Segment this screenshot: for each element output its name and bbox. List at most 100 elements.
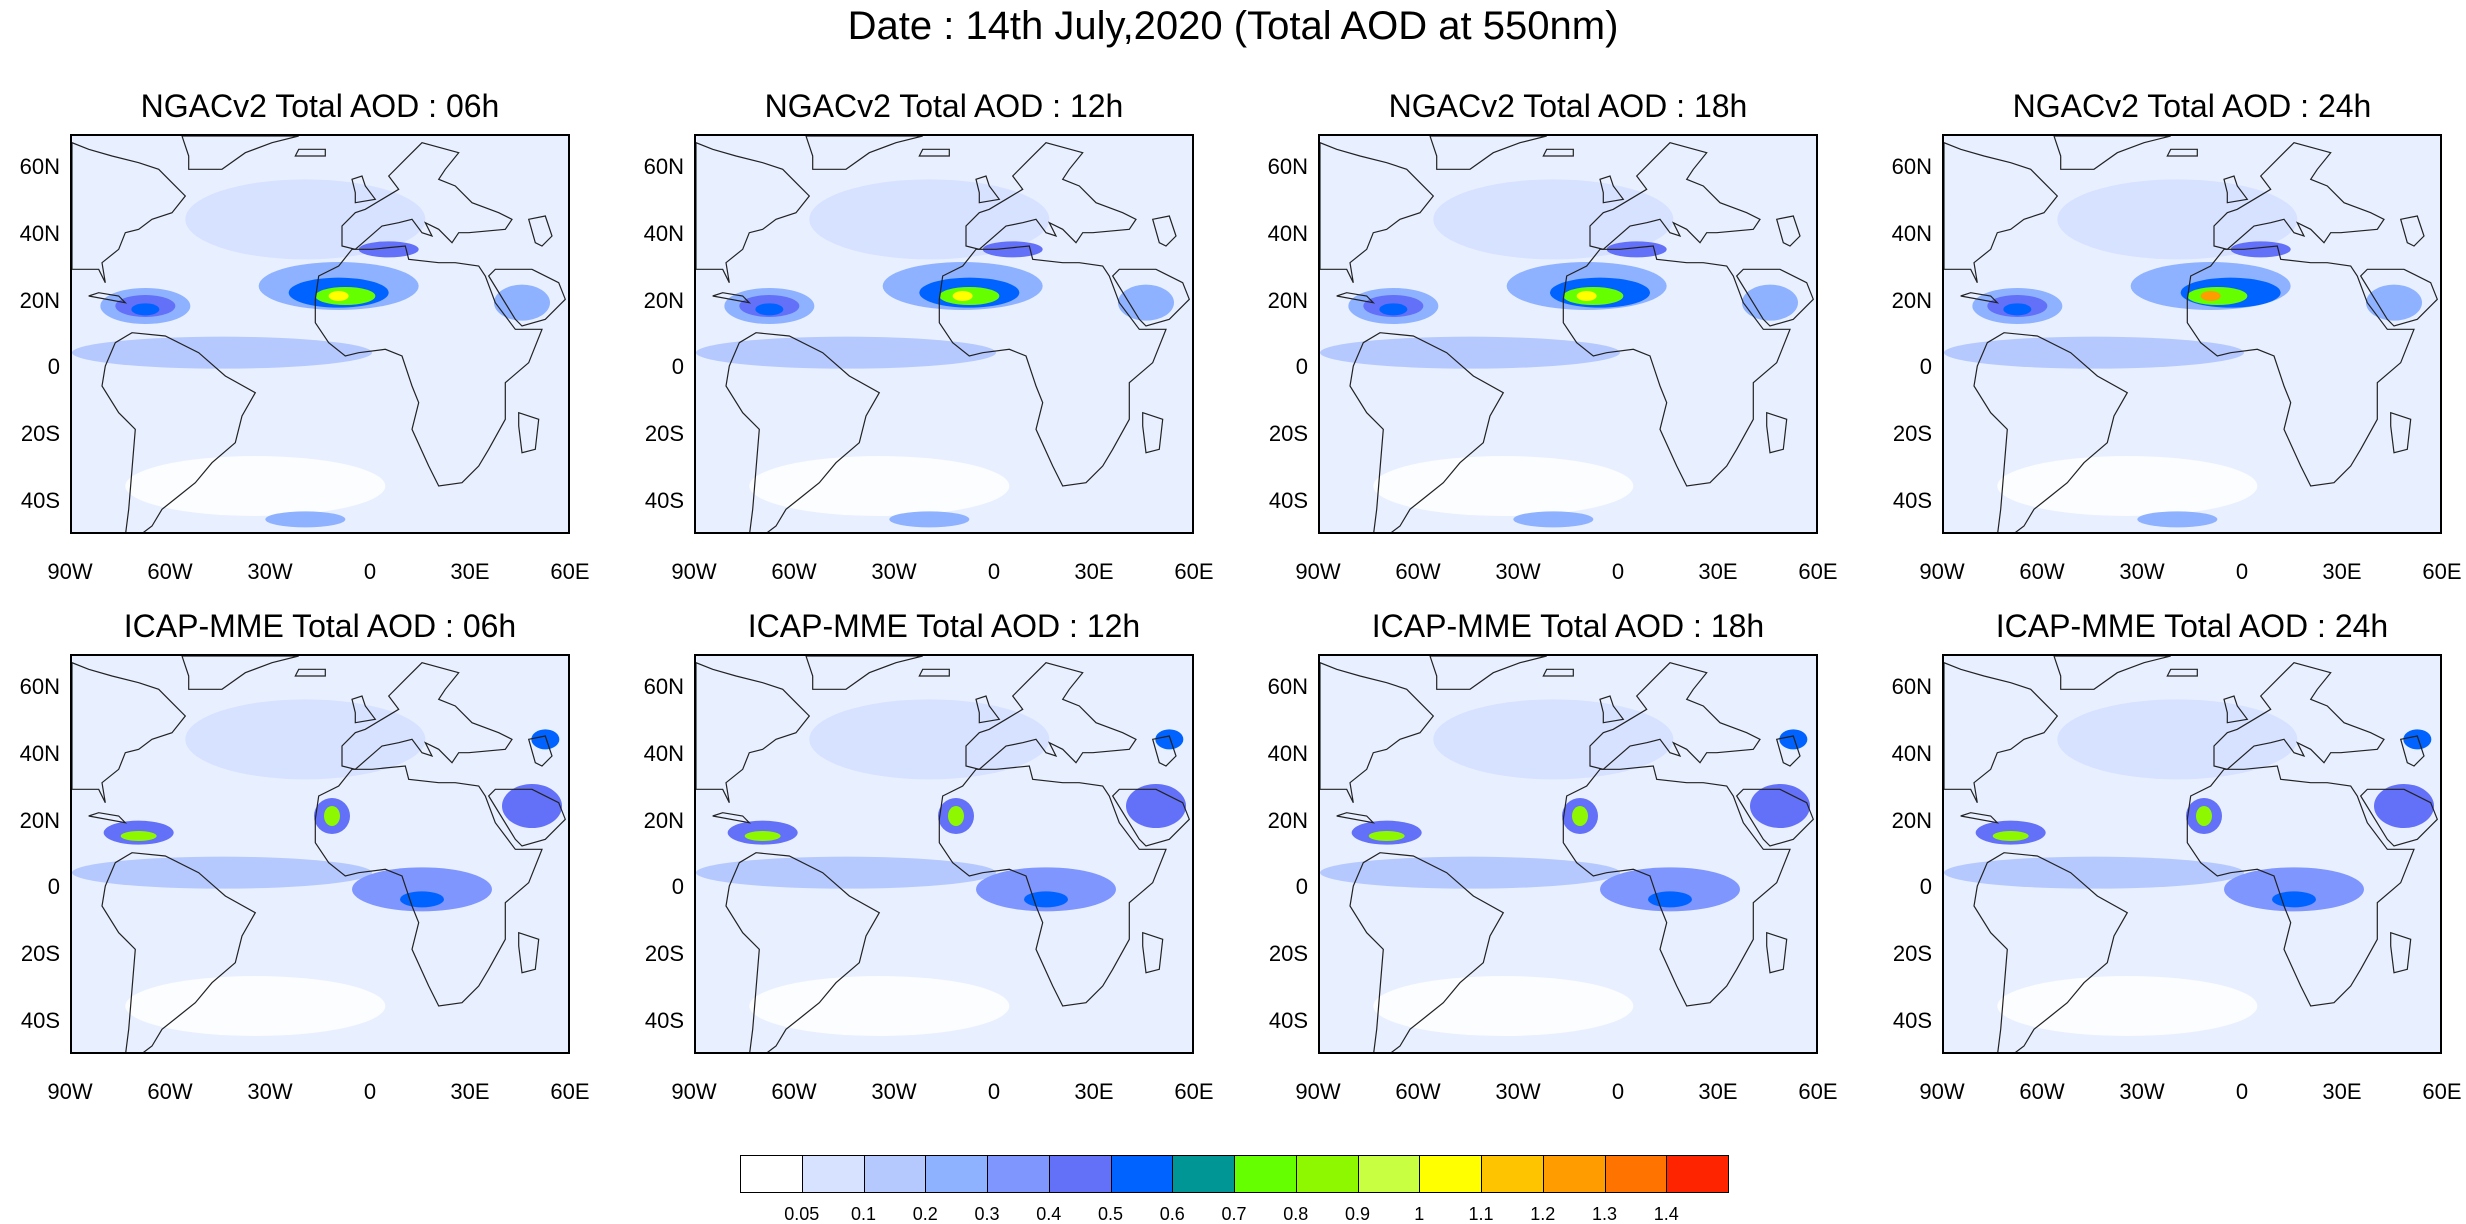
aod-northern-haze	[185, 179, 426, 260]
aod-map	[694, 134, 1194, 534]
coastline-caspian	[1775, 215, 1801, 247]
coastline-cuba	[88, 292, 128, 304]
aod-map	[1318, 134, 1818, 534]
latitude-tick-label: 20S	[1268, 941, 1308, 966]
latitude-tick-label: 60N	[19, 154, 60, 180]
latitude-tick-label: 40N	[19, 221, 60, 246]
latitude-tick-label: 60N	[1891, 674, 1932, 700]
latitude-tick-label: 40N	[1891, 741, 1932, 766]
coastline-uk	[2223, 695, 2249, 724]
coastline-cuba	[712, 292, 752, 304]
longitude-tick-label: 60W	[2019, 559, 2065, 584]
latitude-tick-label: 40S	[20, 487, 60, 513]
longitude-tick-label: 30W	[871, 559, 917, 584]
longitude-tick-label: 60E	[1798, 559, 1838, 584]
latitude-tick-label: 40N	[1267, 221, 1308, 246]
longitude-tick-label: 60E	[2422, 559, 2462, 584]
aod-clean-region-south	[1997, 976, 2258, 1036]
latitude-tick-label: 60N	[643, 154, 684, 180]
coastline-caspian	[1151, 215, 1177, 247]
map-panel: ICAP-MME Total AOD : 18h 60N 40N 20N 0 20S 40S…	[1248, 608, 1848, 1128]
aod-clean-region-south	[1373, 976, 1634, 1036]
colorbar-tick-label: 0.2	[912, 1204, 938, 1224]
longitude-tick-label: 30E	[450, 559, 490, 584]
colorbar-tick-label: 1.2	[1530, 1204, 1556, 1224]
aod-northern-haze	[2057, 179, 2298, 260]
coastline-iceland	[2166, 668, 2198, 677]
colorbar-swatch	[1048, 1155, 1112, 1193]
aod-clean-region-south	[749, 976, 1010, 1036]
colorbar-swatch	[1357, 1155, 1421, 1193]
longitude-tick-label: 30E	[1698, 559, 1738, 584]
coastline-madagascar	[1766, 411, 1788, 454]
latitude-tick-label: 20S	[20, 421, 60, 446]
coastline-europe	[341, 142, 513, 250]
coastline-northamerica	[696, 142, 811, 283]
latitude-tick-label: 0	[1919, 354, 1932, 380]
coastline-arabia	[487, 268, 567, 327]
latitude-tick-label: 0	[47, 874, 60, 900]
coastline-caspian	[2399, 735, 2425, 767]
aod-map-svg	[696, 136, 1192, 532]
aod-southern-ocean-streak	[889, 511, 970, 528]
longitude-tick-label: 0	[2235, 1079, 2249, 1104]
latitude-tick-label: 20N	[1267, 287, 1308, 313]
colorbar-tick-label: 0.6	[1159, 1204, 1185, 1224]
colorbar-swatch	[1172, 1155, 1235, 1193]
coastline-northamerica	[1944, 142, 2059, 283]
longitude-tick-label: 90W	[1919, 1079, 1965, 1104]
coastline-madagascar	[2390, 411, 2412, 454]
longitude-tick-label: 60W	[1395, 559, 1441, 584]
coastline-northamerica	[1944, 662, 2059, 803]
coastline-southamerica	[1973, 852, 2129, 1052]
colorbar-swatch	[1604, 1155, 1668, 1193]
coastline-northamerica	[72, 142, 187, 283]
coastline-greenland	[2053, 136, 2171, 170]
map-panel: NGACv2 Total AOD : 12h 60N 40N 20N 0 20S 40S 90…	[624, 88, 1224, 608]
latitude-tick-label: 40S	[1268, 1007, 1308, 1033]
panel-title: NGACv2 Total AOD : 18h	[1388, 88, 1748, 124]
aod-arabian-plume	[2374, 784, 2434, 828]
coastline-madagascar	[518, 931, 540, 974]
colorbar-swatch	[1234, 1155, 1297, 1193]
coastline-madagascar	[2390, 931, 2412, 974]
colorbar	[740, 1155, 1729, 1195]
aod-caribbean-peak	[755, 303, 784, 316]
coastline-africa	[2186, 765, 2415, 1007]
aod-saharan-peak	[952, 291, 973, 301]
latitude-tick-label: 20S	[1268, 421, 1308, 446]
longitude-tick-label: 0	[363, 559, 377, 584]
colorbar-swatch	[1110, 1155, 1174, 1193]
aod-saharan-peak	[1576, 291, 1597, 301]
aod-northern-haze	[1433, 699, 1674, 780]
longitude-tick-label: 0	[363, 1079, 377, 1104]
aod-map	[1942, 654, 2442, 1054]
aod-central-asia-plume	[1779, 729, 1808, 750]
coastline-uk	[1599, 695, 1625, 724]
coastline-europe	[965, 142, 1137, 250]
colorbar-tick-label: 1	[1414, 1204, 1425, 1224]
longitude-tick-label: 60E	[550, 1079, 590, 1104]
coastline-europe	[341, 662, 513, 770]
aod-itcz-band	[696, 856, 996, 889]
latitude-tick-label: 40N	[643, 221, 684, 246]
aod-map-svg	[72, 136, 568, 532]
coastline-northamerica	[72, 662, 187, 803]
longitude-tick-label: 90W	[1295, 1079, 1341, 1104]
longitude-tick-label: 90W	[671, 1079, 717, 1104]
coastline-africa	[1562, 765, 1791, 1007]
colorbar-tick-label: 0.3	[974, 1204, 1000, 1224]
aod-itcz-band	[1320, 336, 1620, 369]
aod-mediterranean-plume	[358, 241, 419, 258]
aod-map-svg	[1320, 136, 1816, 532]
coastline-iceland	[1542, 148, 1574, 157]
coastline-caspian	[2399, 215, 2425, 247]
colorbar-swatch	[801, 1155, 865, 1193]
figure-title: Date : 14th July,2020 (Total AOD at 550n…	[847, 4, 1619, 48]
colorbar-tick-label: 0.7	[1221, 1204, 1247, 1224]
longitude-tick-label: 30W	[247, 559, 293, 584]
coastline-arabia	[2359, 788, 2439, 847]
latitude-tick-label: 60N	[1267, 674, 1308, 700]
coastline-arabia	[1735, 268, 1815, 327]
longitude-tick-label: 30W	[1495, 559, 1541, 584]
